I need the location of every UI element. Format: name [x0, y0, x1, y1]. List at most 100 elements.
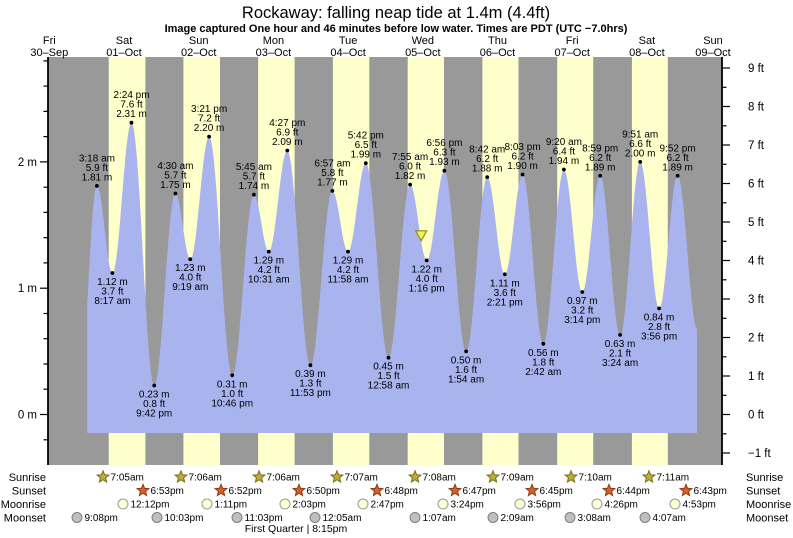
day-date-label: 30–Sep	[30, 47, 68, 59]
tide-point-dot	[424, 258, 429, 263]
tide-low-label: 9:42 pm	[136, 409, 172, 420]
tide-low-label: 1:16 pm	[409, 283, 445, 294]
tide-low-label: 1.6 ft	[455, 365, 477, 376]
y-axis-right-tick-label: 8 ft	[748, 102, 765, 114]
tide-low-label: 4.0 ft	[179, 273, 201, 284]
sunset-star-icon	[447, 482, 463, 497]
y-axis-left-tick-label: 1 m	[18, 283, 37, 295]
tide-point-dot	[464, 349, 468, 354]
sunset-star-icon	[213, 482, 229, 497]
tide-point-dot	[618, 333, 622, 337]
tide-low-label: 0.97 m	[567, 296, 598, 307]
day-date-label: 09–Oct	[695, 47, 730, 59]
astro-row-label-left: Moonset	[4, 513, 46, 525]
tide-low-label: 1.12 m	[97, 277, 128, 288]
tide-low-label: 4.2 ft	[337, 265, 359, 276]
tide-high-label: 1.82 m	[395, 171, 426, 182]
tide-low-label: 3:24 am	[602, 358, 638, 369]
tide-low-label: 2:21 pm	[487, 297, 523, 308]
astro-time-label: 3:24pm	[451, 500, 484, 511]
tide-high-label: 1.77 m	[317, 177, 348, 188]
tide-high-label: 2:24 pm	[113, 90, 149, 101]
astro-time-label: 1:11pm	[215, 500, 248, 511]
astro-time-label: 6:44pm	[617, 486, 650, 497]
tide-high-label: 6.5 ft	[355, 140, 377, 151]
day-weekday-label: Sat	[116, 35, 133, 47]
tide-high-label: 2.20 m	[194, 123, 225, 134]
tide-low-label: 1.0 ft	[221, 389, 243, 400]
tide-low-label: 10:46 pm	[211, 398, 253, 409]
tide-high-label: 3:21 pm	[191, 104, 227, 115]
astro-time-label: 6:47pm	[463, 486, 496, 497]
y-axis-right-tick-label: −1 ft	[748, 448, 772, 460]
tide-high-label: 1.89 m	[585, 162, 616, 173]
tide-point-dot	[188, 257, 193, 262]
tide-low-label: 1:54 am	[448, 374, 484, 385]
tide-high-label: 8:59 pm	[582, 143, 618, 154]
tide-low-label: 0.63 m	[605, 339, 636, 350]
moonset-circle-icon	[564, 512, 576, 523]
astro-time-label: 4:26pm	[605, 500, 638, 511]
tide-high-label: 9:52 pm	[660, 143, 696, 154]
astro-row-label-left: Moonrise	[1, 499, 46, 511]
tide-high-label: 1.88 m	[472, 164, 503, 175]
tide-low-label: 0.56 m	[528, 348, 559, 359]
tide-low-label: 10:31 am	[248, 275, 290, 286]
moonrise-circle-icon	[357, 498, 369, 510]
astro-row-label-right: Sunset	[746, 486, 780, 498]
tide-point-dot	[562, 167, 566, 172]
tide-low-label: 1.29 m	[333, 256, 364, 267]
page-subtitle: Image captured One hour and 46 minutes b…	[165, 23, 628, 35]
tide-high-label: 2.09 m	[272, 137, 303, 148]
day-weekday-label: Thu	[488, 35, 507, 47]
astro-time-label: 9:08pm	[85, 513, 118, 524]
moonrise-circle-icon	[591, 498, 603, 510]
day-date-label: 03–Oct	[256, 47, 291, 59]
y-axis-right-tick-label: 4 ft	[748, 256, 765, 268]
moonset-circle-icon	[151, 512, 163, 523]
day-weekday-label: Fri	[566, 35, 579, 47]
moonset-circle-icon	[639, 512, 651, 523]
tide-point-dot	[110, 271, 115, 275]
moonset-circle-icon	[309, 512, 321, 523]
sunset-star-icon	[678, 482, 694, 497]
astro-time-label: 7:08am	[423, 473, 456, 484]
tide-low-label: 0.45 m	[373, 362, 404, 373]
astro-row-label-right: Moonrise	[746, 499, 791, 511]
astro-time-label: 6:53pm	[151, 486, 184, 497]
astro-time-label: 7:10am	[579, 473, 612, 484]
tide-low-label: 2:42 am	[525, 367, 561, 378]
tide-high-label: 2.31 m	[116, 109, 147, 120]
tide-low-label: 9:19 am	[172, 282, 208, 293]
astro-row-label-left: Sunset	[12, 486, 46, 498]
y-axis-left-tick-label: 2 m	[18, 157, 37, 169]
tide-low-label: 3:14 pm	[564, 315, 600, 326]
tide-high-label: 6.2 ft	[511, 152, 533, 163]
tide-point-dot	[485, 175, 490, 180]
day-date-label: 05–Oct	[405, 47, 440, 59]
tide-high-label: 6.4 ft	[553, 147, 575, 158]
astro-time-label: 6:52pm	[229, 486, 262, 497]
sunrise-star-icon	[407, 469, 423, 484]
astro-time-label: 12:12pm	[131, 500, 170, 511]
astro-time-label: 3:56pm	[528, 500, 561, 511]
tide-low-label: 1.11 m	[490, 278, 520, 289]
day-weekday-label: Wed	[412, 35, 434, 47]
astro-time-label: 4:53pm	[683, 500, 716, 511]
astro-time-label: 6:45pm	[540, 486, 573, 497]
tide-point-dot	[657, 306, 661, 311]
sunrise-star-icon	[329, 469, 345, 484]
y-axis-right-tick-label: 1 ft	[748, 371, 765, 383]
moonset-circle-icon	[487, 512, 499, 523]
tide-high-label: 6.2 ft	[666, 153, 688, 164]
day-weekday-label: Tue	[339, 35, 358, 47]
tide-point-dot	[638, 160, 643, 164]
tide-point-dot	[386, 355, 391, 360]
tide-high-label: 3:18 am	[79, 153, 115, 164]
tide-point-dot	[408, 182, 412, 187]
tide-high-label: 4:30 am	[157, 161, 193, 172]
tide-high-label: 2.00 m	[625, 148, 656, 159]
tide-high-label: 5:42 pm	[348, 131, 384, 142]
day-date-label: 04–Oct	[330, 47, 365, 59]
moonset-circle-icon	[409, 512, 421, 523]
